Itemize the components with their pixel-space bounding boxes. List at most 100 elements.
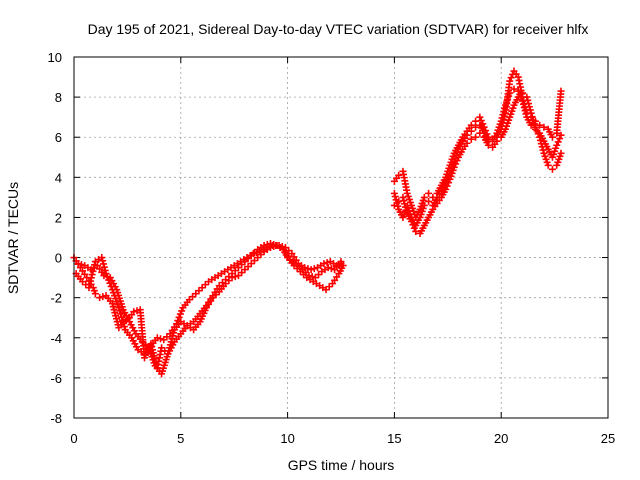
data-point <box>519 97 527 105</box>
data-trace-point <box>214 272 222 280</box>
data-trace-point <box>317 262 325 270</box>
data-trace-point <box>323 259 331 267</box>
data-trace-point <box>312 280 320 288</box>
y-tick-label: 6 <box>55 130 62 145</box>
x-tick-label: 20 <box>494 431 508 446</box>
data-trace-point <box>526 119 534 127</box>
y-tick-label: -2 <box>50 291 62 306</box>
data-trace-point <box>522 110 530 118</box>
data-trace-point <box>432 196 440 204</box>
y-axis-label: SDTVAR / TECUs <box>5 182 21 294</box>
y-tick-label: 10 <box>48 50 62 65</box>
data-trace-point <box>221 268 229 276</box>
data-trace-point <box>419 204 427 212</box>
data-trace-point <box>539 146 547 154</box>
data-trace-point <box>99 293 107 301</box>
data-trace-point <box>208 276 216 284</box>
data-trace-point <box>302 269 310 277</box>
data-point <box>536 121 544 129</box>
data-trace-point <box>304 265 312 273</box>
data-trace-point <box>132 343 140 351</box>
data-points <box>70 67 565 378</box>
x-tick-labels: 0 5 10 15 20 25 <box>70 431 615 446</box>
data-trace-point <box>391 193 399 201</box>
data-trace-point <box>505 80 513 88</box>
data-trace-point <box>194 312 202 320</box>
data-trace-point <box>449 160 457 168</box>
data-trace-point <box>513 96 521 104</box>
data-trace-point <box>295 263 303 271</box>
data-trace-point <box>157 335 165 343</box>
data-trace-point <box>176 310 184 318</box>
data-point <box>425 189 433 197</box>
data-trace-point <box>400 197 408 205</box>
data-trace-point <box>333 273 341 281</box>
data-trace-point <box>76 275 84 283</box>
data-trace-point <box>194 320 202 328</box>
data-trace-point <box>250 257 258 265</box>
data-trace-point <box>126 331 134 339</box>
data-trace-point <box>244 263 252 271</box>
data-trace-point <box>498 114 506 122</box>
data-trace-point <box>401 200 409 208</box>
data-trace-point <box>218 279 226 287</box>
data-trace-point <box>87 274 95 282</box>
data-trace-point <box>181 324 189 332</box>
y-tick-label: 4 <box>55 170 62 185</box>
data-trace-point <box>231 267 239 275</box>
data-trace-point <box>319 284 327 292</box>
data-trace-point <box>95 256 103 264</box>
data-trace-point <box>519 100 527 108</box>
data-trace-point <box>128 311 136 319</box>
data-trace-point <box>419 224 427 232</box>
data-trace-point <box>136 335 144 343</box>
plot-frame <box>73 56 609 419</box>
data-trace-point <box>118 303 126 311</box>
data-trace-point <box>505 116 513 124</box>
data-trace-point <box>186 320 194 328</box>
data-trace-point <box>183 298 191 306</box>
data-trace-point <box>90 287 98 295</box>
data-trace-point <box>556 152 564 160</box>
data-trace-point <box>512 70 520 78</box>
data-point <box>425 197 433 205</box>
data-trace-point <box>393 199 401 207</box>
data-trace-point <box>543 143 551 151</box>
data-trace-point <box>87 277 95 285</box>
data-point <box>557 131 565 139</box>
data-trace-point <box>169 341 177 349</box>
data-trace-point <box>225 273 233 281</box>
data-trace-point <box>200 304 208 312</box>
data-trace-point <box>477 117 485 125</box>
data-trace-point <box>170 323 178 331</box>
data-trace-point <box>150 359 158 367</box>
data-trace-point <box>505 92 513 100</box>
data-trace-point <box>427 208 435 216</box>
data-trace-point <box>457 140 465 148</box>
data-trace-point <box>163 333 171 341</box>
data-trace-point <box>116 307 124 315</box>
data-trace-point <box>445 172 453 180</box>
x-tick-label: 0 <box>70 431 77 446</box>
data-point <box>74 260 82 268</box>
data-trace-point <box>120 323 128 331</box>
data-trace-point <box>77 261 85 269</box>
data-point <box>472 133 480 141</box>
data-trace-point <box>500 108 508 116</box>
data-trace-point <box>423 216 431 224</box>
y-tick-label: 8 <box>55 90 62 105</box>
data-trace-point <box>419 196 427 204</box>
data-trace-point <box>520 104 528 112</box>
data-point <box>476 113 484 121</box>
data-trace-point <box>552 144 560 152</box>
data-trace-point <box>501 104 509 112</box>
y-tick-label: -6 <box>50 371 62 386</box>
chart-title: Day 195 of 2021, Sidereal Day-to-day VTE… <box>88 21 589 37</box>
data-trace-point <box>90 264 98 272</box>
data-trace-point <box>238 269 246 277</box>
data-trace-point <box>435 190 443 198</box>
data-trace-point <box>130 327 138 335</box>
data-trace-point <box>405 207 413 215</box>
data-trace-point <box>175 332 183 340</box>
